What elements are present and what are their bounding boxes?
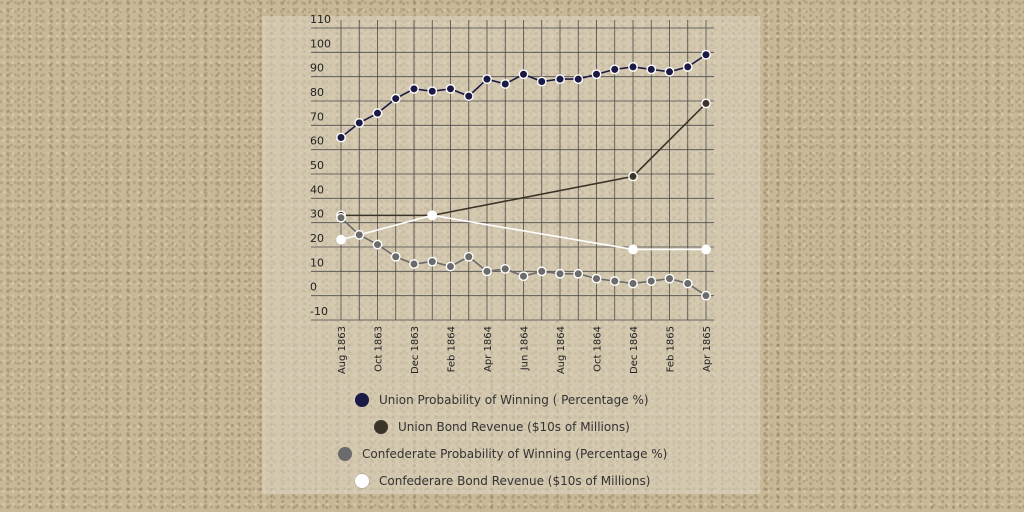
data-point-series-0 xyxy=(609,64,620,75)
data-point-series-0 xyxy=(646,64,657,75)
data-point-series-2 xyxy=(518,271,529,282)
x-tick-label: Apr 1865 xyxy=(702,326,713,372)
legend-swatch xyxy=(355,393,369,407)
legend-swatch xyxy=(374,420,388,434)
data-point-series-2 xyxy=(682,278,693,289)
data-point-series-3 xyxy=(427,210,438,221)
chart-grid xyxy=(311,20,714,321)
y-tick-label: 0 xyxy=(310,281,317,294)
data-point-series-2 xyxy=(591,273,602,284)
chart-panel xyxy=(262,16,760,494)
legend-swatch xyxy=(338,447,352,461)
data-point-series-2 xyxy=(372,239,383,250)
data-point-series-0 xyxy=(682,62,693,72)
data-point-series-2 xyxy=(463,251,474,262)
x-axis-ticks: Aug 1863 Oct 1863 Dec 1863 Feb 1864 Apr 1864… xyxy=(337,326,713,374)
data-point-series-2 xyxy=(646,276,657,286)
chart-legend: Union Probability of Winning ( Percentag… xyxy=(262,388,760,498)
y-tick-label: 100 xyxy=(310,37,331,50)
y-tick-label: 40 xyxy=(310,183,324,196)
data-point-series-0 xyxy=(463,91,474,102)
x-tick-label: Jun 1864 xyxy=(520,326,531,371)
data-point-series-0 xyxy=(518,69,529,80)
data-point-series-2 xyxy=(409,259,419,269)
data-point-series-0 xyxy=(336,132,346,143)
data-point-series-2 xyxy=(500,263,511,274)
x-tick-label: Feb 1865 xyxy=(666,326,677,372)
y-tick-label: 50 xyxy=(310,159,324,172)
y-tick-label: 70 xyxy=(310,110,324,123)
y-tick-label: 80 xyxy=(310,86,324,99)
data-point-series-0 xyxy=(536,76,547,87)
y-tick-label: -10 xyxy=(310,305,328,318)
data-point-series-0 xyxy=(409,83,419,94)
data-point-series-0 xyxy=(354,118,365,128)
series-line-1 xyxy=(341,102,707,217)
data-point-series-2 xyxy=(445,261,456,272)
legend-swatch xyxy=(355,474,369,488)
x-tick-label: Aug 1863 xyxy=(337,326,348,374)
x-tick-label: Dec 1863 xyxy=(410,326,421,374)
data-point-series-0 xyxy=(573,74,584,85)
y-tick-label: 20 xyxy=(310,232,324,245)
data-point-series-1 xyxy=(628,171,638,182)
data-point-series-2 xyxy=(536,266,547,277)
x-tick-label: Feb 1864 xyxy=(447,326,458,372)
data-point-series-0 xyxy=(482,74,492,85)
legend-label: Confederare Bond Revenue ($10s of Millio… xyxy=(379,474,651,488)
data-point-series-2 xyxy=(628,278,638,289)
data-point-series-1 xyxy=(701,98,711,109)
x-tick-label: Apr 1864 xyxy=(483,326,494,372)
data-point-series-2 xyxy=(555,268,565,279)
data-point-series-2 xyxy=(609,276,620,286)
x-tick-label: Dec 1864 xyxy=(629,326,640,374)
data-point-series-0 xyxy=(427,86,438,97)
series-points xyxy=(336,49,711,301)
y-tick-label: 60 xyxy=(310,135,324,148)
data-point-series-0 xyxy=(701,49,711,60)
y-tick-label: 30 xyxy=(310,208,324,221)
data-point-series-0 xyxy=(591,69,602,80)
data-point-series-3 xyxy=(701,244,711,255)
data-point-series-0 xyxy=(664,66,675,77)
y-tick-label: 10 xyxy=(310,256,324,269)
data-point-series-2 xyxy=(427,256,438,267)
series-line-3 xyxy=(340,214,706,251)
x-tick-label: Oct 1864 xyxy=(593,326,604,372)
legend-label: Union Probability of Winning ( Percentag… xyxy=(379,393,649,407)
y-tick-label: 110 xyxy=(310,13,331,26)
data-point-series-0 xyxy=(372,108,383,119)
data-point-series-2 xyxy=(354,229,365,240)
data-point-series-3 xyxy=(336,234,346,245)
y-tick-label: 90 xyxy=(310,62,324,75)
data-point-series-2 xyxy=(573,268,584,279)
legend-label: Confederate Probability of Winning (Perc… xyxy=(362,447,668,461)
data-point-series-2 xyxy=(701,290,711,301)
legend-item-union-bond: Union Bond Revenue ($10s of Millions) xyxy=(374,420,630,434)
legend-item-union-probability: Union Probability of Winning ( Percentag… xyxy=(355,393,649,407)
x-tick-label: Aug 1864 xyxy=(556,326,567,374)
legend-item-confederate-bond: Confederare Bond Revenue ($10s of Millio… xyxy=(355,474,650,488)
data-point-series-0 xyxy=(555,74,565,85)
data-point-series-0 xyxy=(445,83,456,94)
legend-label: Union Bond Revenue ($10s of Millions) xyxy=(398,420,630,434)
data-point-series-0 xyxy=(628,62,638,72)
x-tick-label: Oct 1863 xyxy=(374,326,385,372)
data-point-series-2 xyxy=(664,273,675,284)
data-point-series-3 xyxy=(628,244,638,255)
data-point-series-2 xyxy=(482,266,492,277)
data-point-series-2 xyxy=(336,212,346,223)
legend-item-confederate-probability: Confederate Probability of Winning (Perc… xyxy=(338,447,667,461)
data-point-series-0 xyxy=(390,93,401,104)
data-point-series-2 xyxy=(390,251,401,262)
data-point-series-0 xyxy=(500,79,511,89)
